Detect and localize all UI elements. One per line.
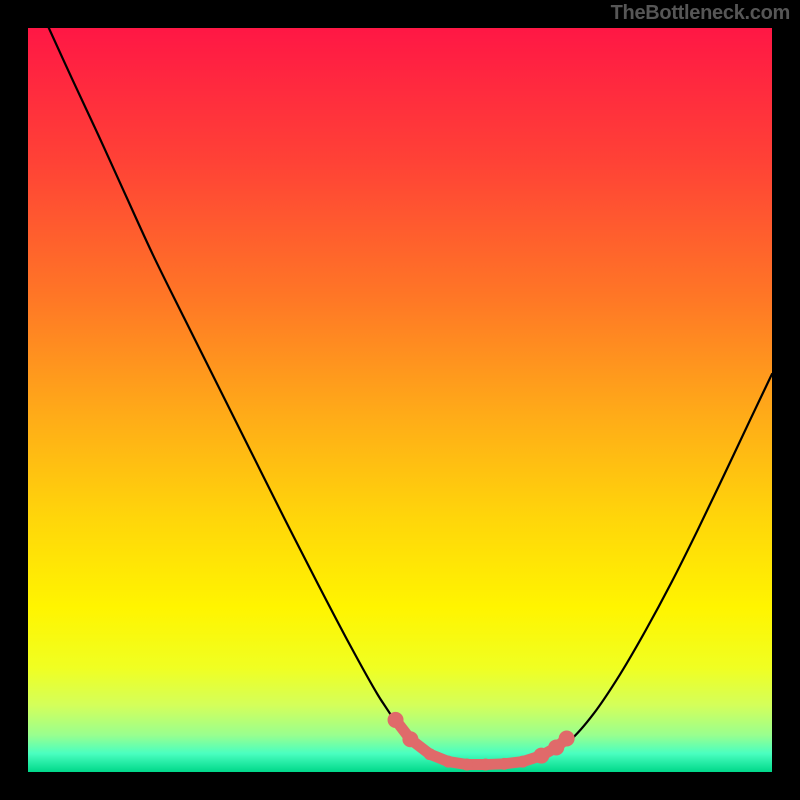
curve-branch	[49, 28, 456, 765]
watermark-text: TheBottleneck.com	[611, 2, 790, 25]
curve-marker	[480, 759, 492, 771]
curve-marker	[461, 759, 473, 771]
curve-marker	[533, 748, 549, 764]
curve-marker	[442, 756, 454, 768]
chart-frame: TheBottleneck.com	[0, 0, 800, 800]
curve-marker	[402, 731, 418, 747]
curve-marker	[517, 756, 529, 768]
curve-marker	[424, 748, 436, 760]
curve-marker	[498, 758, 510, 770]
curve-branch	[456, 374, 772, 765]
bottleneck-curve-chart	[0, 0, 800, 800]
curve-marker	[388, 712, 404, 728]
curve-marker	[559, 731, 575, 747]
